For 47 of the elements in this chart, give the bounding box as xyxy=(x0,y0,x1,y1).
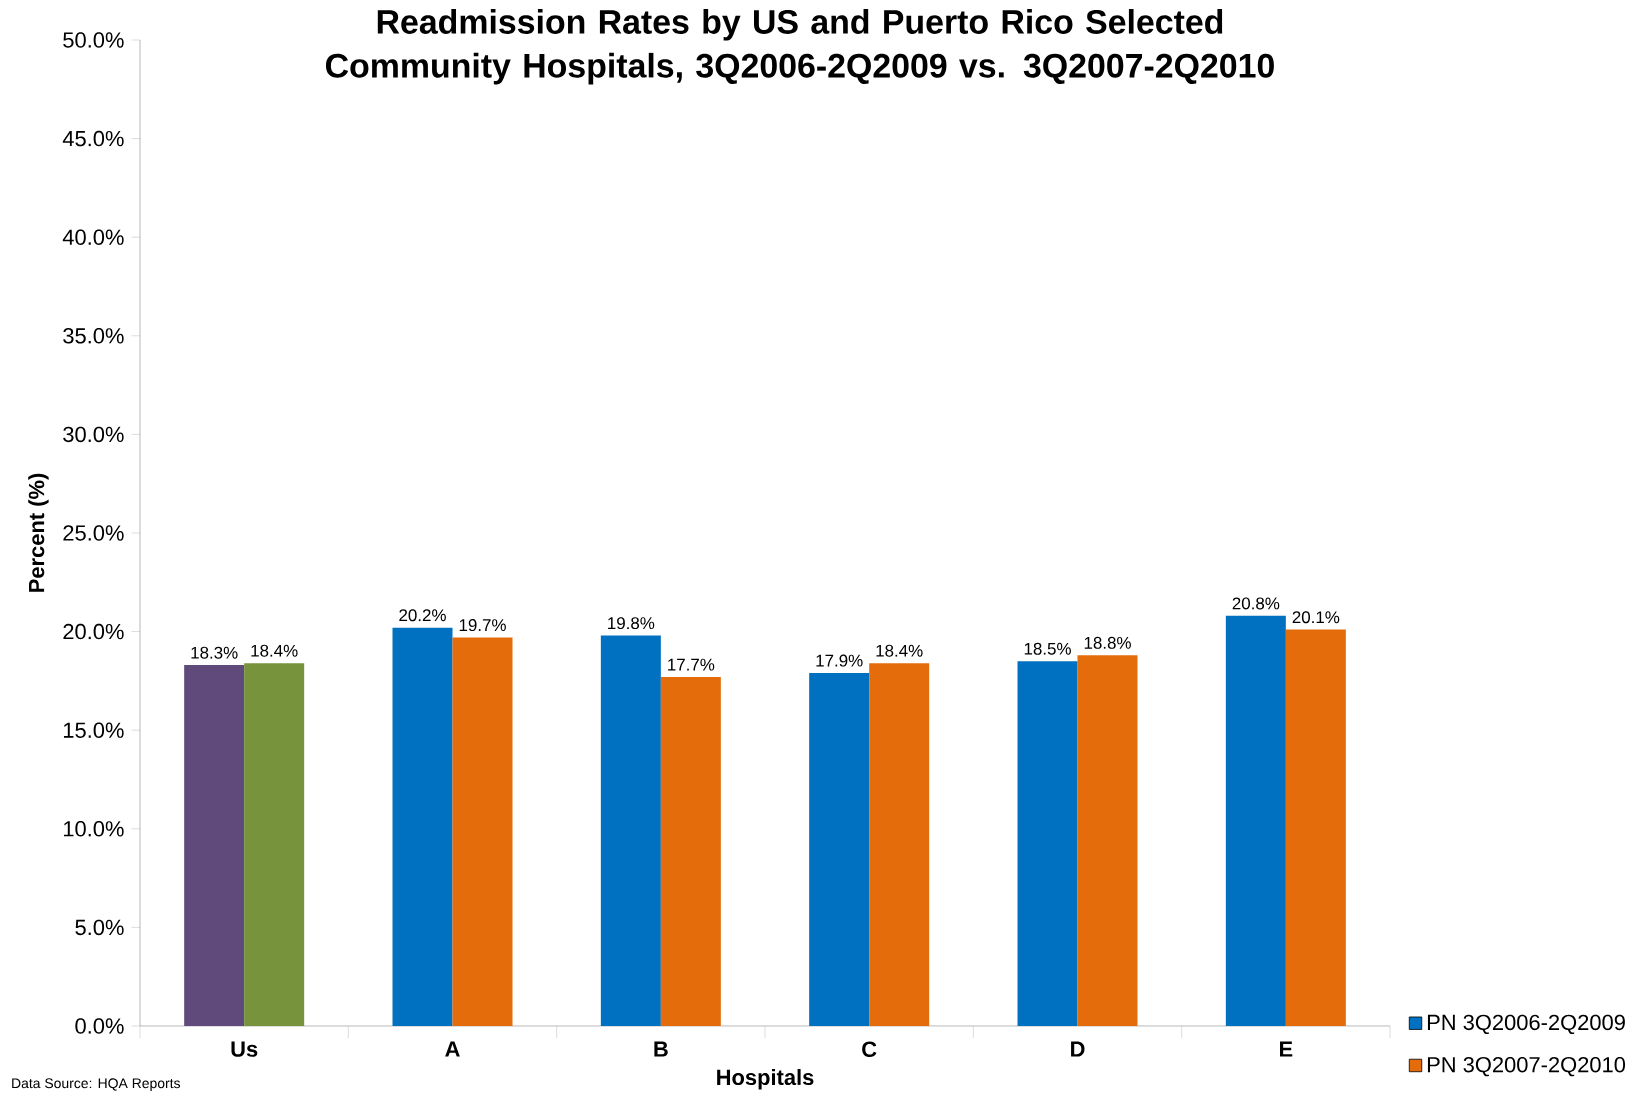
y-tick-label: 5.0% xyxy=(75,919,124,936)
bar xyxy=(600,635,661,1026)
y-tick-label: 35.0% xyxy=(63,328,124,344)
bar xyxy=(869,663,930,1026)
bar xyxy=(1285,629,1346,1026)
y-tick-label: 0.0% xyxy=(75,1018,124,1034)
bar xyxy=(392,627,453,1026)
data-label: 17.7% xyxy=(668,658,715,671)
bar xyxy=(452,637,513,1026)
y-tick-label: 10.0% xyxy=(63,821,124,837)
x-tick-label: C xyxy=(862,1041,877,1058)
x-axis-title: Hospitals xyxy=(717,1069,814,1090)
x-tick-label: Us xyxy=(231,1041,258,1057)
bar xyxy=(809,672,870,1026)
data-label: 18.4% xyxy=(251,644,298,657)
data-label: 18.5% xyxy=(1024,642,1071,655)
chart-title: Readmission Rates by US and Puerto Rico Selected Community Hospitals, 3Q2006-2Q2009 vs. 3Q2007-2Q2010 xyxy=(325,9,1274,85)
bar xyxy=(244,663,305,1026)
bar xyxy=(1225,615,1286,1026)
bar xyxy=(184,665,245,1026)
data-label: 18.8% xyxy=(1084,636,1131,649)
y-tick-label: 30.0% xyxy=(63,426,124,443)
y-tick-label: 25.0% xyxy=(63,525,124,541)
y-tick-label: 50.0% xyxy=(63,32,124,48)
bar xyxy=(1017,661,1078,1026)
y-tick-label: 40.0% xyxy=(62,229,124,245)
source-note: Data Source: HQA Reports xyxy=(12,1078,181,1091)
bar xyxy=(660,676,721,1026)
y-tick-label: 20.0% xyxy=(63,623,124,640)
data-label: 20.8% xyxy=(1232,597,1280,610)
y-axis-title: Percent (%) xyxy=(28,473,49,592)
data-label: 20.2% xyxy=(399,609,446,622)
data-label: 19.7% xyxy=(459,619,506,632)
x-tick-label: A xyxy=(445,1041,460,1057)
data-label: 18.4% xyxy=(876,644,923,657)
y-tick-label: 45.0% xyxy=(62,130,124,147)
data-label: 18.3% xyxy=(191,646,238,659)
data-label: 17.9% xyxy=(816,654,863,667)
x-tick-label: B xyxy=(654,1041,668,1057)
x-tick-label: E xyxy=(1280,1041,1293,1057)
data-label: 19.8% xyxy=(608,617,655,630)
y-tick-label: 15.0% xyxy=(63,722,124,738)
legend-label: PN 3Q2007-2Q2010 xyxy=(1427,1056,1626,1077)
x-tick-label: D xyxy=(1071,1041,1085,1057)
legend-label: PN 3Q2006-2Q2009 xyxy=(1427,1014,1625,1035)
data-label: 20.1% xyxy=(1292,611,1340,624)
bar xyxy=(1077,655,1138,1026)
